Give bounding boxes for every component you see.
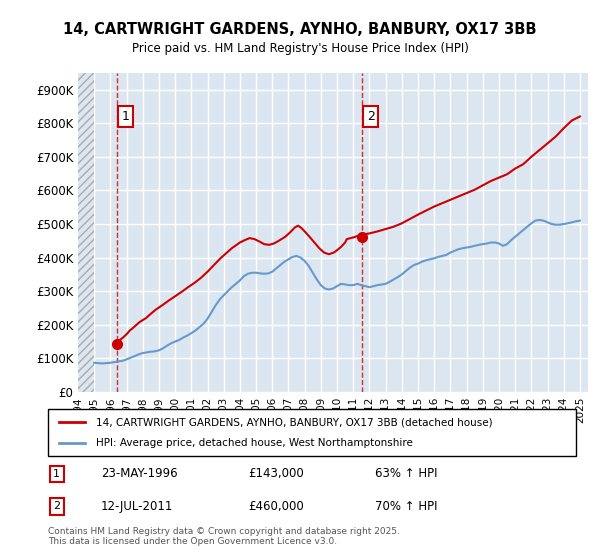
HPI: Average price, detached house, West Northamptonshire: (2e+03, 2.38e+05): Average price, detached house, West Nort…: [208, 309, 215, 315]
HPI: Average price, detached house, West Northamptonshire: (2.01e+03, 3.9e+05): Average price, detached house, West Nort…: [301, 258, 308, 264]
Text: 1: 1: [122, 110, 130, 123]
14, CARTWRIGHT GARDENS, AYNHO, BANBURY, OX17 3BB (detached house): [577, 113, 584, 120]
14, CARTWRIGHT GARDENS, AYNHO, BANBURY, OX17 3BB (detached house): [281, 234, 289, 240]
14, CARTWRIGHT GARDENS, AYNHO, BANBURY, OX17 3BB (detached house): [126, 327, 133, 334]
HPI: Average price, detached house, West Northamptonshire: (2.02e+03, 3.92e+05): Average price, detached house, West Nort…: [422, 257, 430, 264]
14, CARTWRIGHT GARDENS, AYNHO, BANBURY, OX17 3BB (detached house): [113, 340, 121, 347]
Text: 1: 1: [53, 469, 60, 479]
Line: HPI: Average price, detached house, West Northamptonshire: HPI: Average price, detached house, West…: [94, 220, 580, 363]
HPI: Average price, detached house, West Northamptonshire: (2e+03, 1.18e+05): Average price, detached house, West Nort…: [143, 349, 151, 356]
Line: 14, CARTWRIGHT GARDENS, AYNHO, BANBURY, OX17 3BB (detached house): 14, CARTWRIGHT GARDENS, AYNHO, BANBURY, …: [117, 116, 580, 344]
HPI: Average price, detached house, West Northamptonshire: (2e+03, 8.5e+04): Average price, detached house, West Nort…: [98, 360, 106, 367]
Text: 23-MAY-1996: 23-MAY-1996: [101, 468, 178, 480]
Text: 63% ↑ HPI: 63% ↑ HPI: [376, 468, 438, 480]
HPI: Average price, detached house, West Northamptonshire: (2.02e+03, 5.12e+05): Average price, detached house, West Nort…: [536, 217, 543, 223]
Text: £143,000: £143,000: [248, 468, 304, 480]
Text: Price paid vs. HM Land Registry's House Price Index (HPI): Price paid vs. HM Land Registry's House …: [131, 42, 469, 55]
Bar: [78, 73, 94, 392]
14, CARTWRIGHT GARDENS, AYNHO, BANBURY, OX17 3BB (detached house): [241, 237, 248, 244]
Text: Contains HM Land Registry data © Crown copyright and database right 2025.
This d: Contains HM Land Registry data © Crown c…: [48, 526, 400, 546]
Text: 14, CARTWRIGHT GARDENS, AYNHO, BANBURY, OX17 3BB: 14, CARTWRIGHT GARDENS, AYNHO, BANBURY, …: [63, 22, 537, 38]
HPI: Average price, detached house, West Northamptonshire: (2e+03, 8.7e+04): Average price, detached house, West Nort…: [91, 360, 98, 366]
HPI: Average price, detached house, West Northamptonshire: (2.01e+03, 3.5e+05): Average price, detached house, West Nort…: [398, 271, 406, 278]
Text: 2: 2: [53, 501, 61, 511]
14, CARTWRIGHT GARDENS, AYNHO, BANBURY, OX17 3BB (detached house): [306, 234, 313, 240]
FancyBboxPatch shape: [48, 409, 576, 456]
Text: 70% ↑ HPI: 70% ↑ HPI: [376, 500, 438, 513]
Text: £460,000: £460,000: [248, 500, 304, 513]
Text: 2: 2: [367, 110, 374, 123]
HPI: Average price, detached house, West Northamptonshire: (2.02e+03, 4.98e+05): Average price, detached house, West Nort…: [552, 221, 559, 228]
14, CARTWRIGHT GARDENS, AYNHO, BANBURY, OX17 3BB (detached house): [398, 220, 406, 227]
Text: HPI: Average price, detached house, West Northamptonshire: HPI: Average price, detached house, West…: [95, 438, 412, 448]
Text: 12-JUL-2011: 12-JUL-2011: [101, 500, 173, 513]
14, CARTWRIGHT GARDENS, AYNHO, BANBURY, OX17 3BB (detached house): [172, 293, 179, 300]
Text: 14, CARTWRIGHT GARDENS, AYNHO, BANBURY, OX17 3BB (detached house): 14, CARTWRIGHT GARDENS, AYNHO, BANBURY, …: [95, 417, 492, 427]
HPI: Average price, detached house, West Northamptonshire: (2.02e+03, 5.1e+05): Average price, detached house, West Nort…: [577, 217, 584, 224]
